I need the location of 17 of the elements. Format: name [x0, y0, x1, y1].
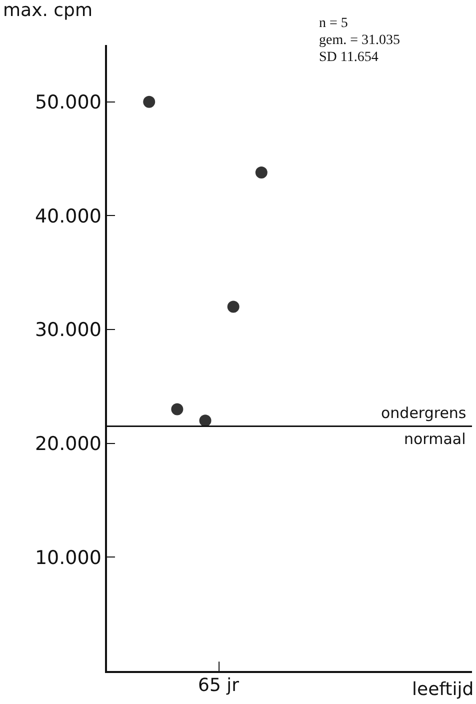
y-tick-label: 10.000 — [34, 546, 102, 569]
y-tick-label: 30.000 — [34, 319, 102, 342]
y-tick-label: 40.000 — [34, 205, 102, 228]
point — [143, 96, 156, 108]
annotation: SD 11.654 — [319, 50, 378, 65]
annotation: gem. = 31.035 — [319, 33, 400, 48]
y-tick-label: 50.000 — [34, 92, 102, 114]
point — [255, 166, 268, 178]
point — [199, 414, 212, 427]
y-axis-title: max. cpm — [3, 0, 93, 21]
x-axis-title: leeftijd — [412, 679, 474, 700]
text: 65 jr — [198, 675, 240, 696]
text: n = 5 — [319, 16, 348, 31]
ref-line-label: ondergrens normaal — [381, 404, 466, 448]
y-tick-label: 20.000 — [34, 433, 102, 456]
point — [171, 403, 184, 416]
point — [227, 300, 240, 313]
